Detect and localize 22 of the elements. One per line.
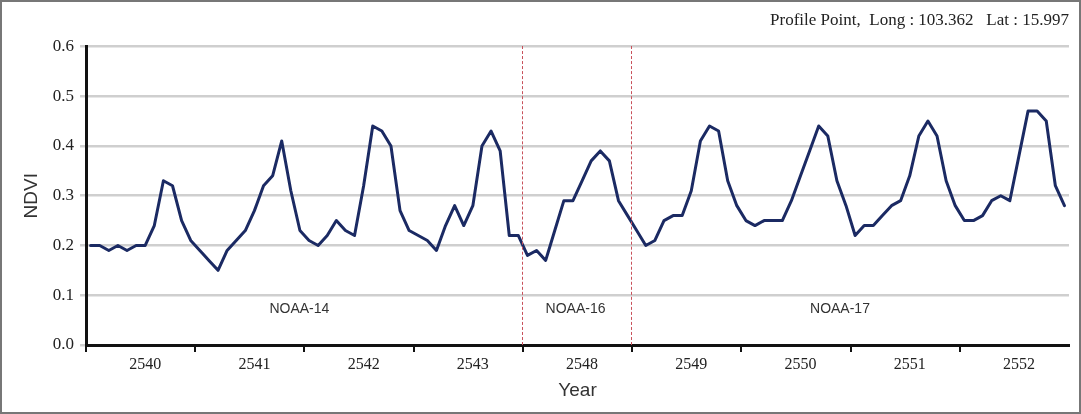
y-axis-title: NDVI [19,173,41,219]
x-tick-label: 2543 [456,354,489,372]
annotation: NOAA-14 [269,300,330,317]
x-tick-label: 2548 [566,354,599,372]
chart-title: Profile Point, Long : 103.362 Lat : 15.997 [770,9,1070,29]
x-tick-label: 2541 [238,354,271,372]
x-tick-label: 2540 [129,354,162,372]
annotation: NOAA-16 [545,300,606,317]
y-tick-label: 0.4 [52,135,75,155]
y-tick-label: 0.0 [52,334,75,354]
x-tick-label: 2552 [1002,354,1035,372]
y-tick-label: 0.1 [52,284,75,304]
x-axis-title: Year [558,378,598,400]
x-tick-label: 2542 [347,354,380,372]
y-tick-label: 0.2 [52,234,75,254]
x-tick-label: 2549 [675,354,708,372]
x-tick-label: 2551 [893,354,926,372]
y-tick-label: 0.5 [52,85,75,105]
y-tick-label: 0.3 [52,185,75,205]
y-tick-label: 0.6 [52,35,75,55]
x-tick-label: 2550 [784,354,817,372]
annotation: NOAA-17 [810,300,871,317]
